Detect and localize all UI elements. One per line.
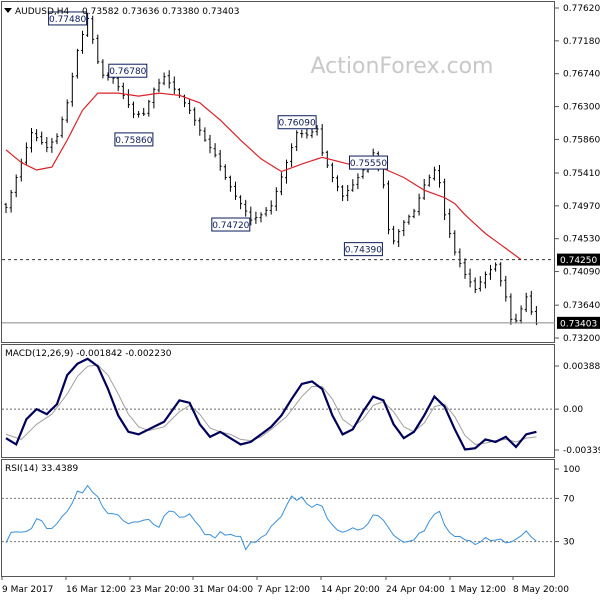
rsi-axis-label: 30 — [563, 538, 575, 548]
time-axis-label: 9 Mar 2017 — [2, 585, 53, 595]
price-axis-label: 0.74090 — [563, 268, 600, 278]
level-annotation: 0.77480 — [48, 11, 88, 26]
price-axis-label: 0.73200 — [563, 334, 600, 344]
level-annotation-text: 0.75860 — [115, 136, 152, 146]
moving-average-line — [5, 92, 522, 261]
price-tag — [557, 316, 600, 329]
ohlc-label: 0.73582 0.73636 0.73380 0.73403 — [82, 7, 239, 17]
time-axis-label: 14 Apr 20:00 — [321, 585, 380, 595]
price-panel-frame — [1, 1, 555, 343]
level-annotation-text: 0.74720 — [212, 221, 249, 231]
level-annotation-box — [48, 11, 88, 26]
macd-signal-line — [5, 364, 537, 445]
macd-line — [5, 357, 537, 451]
level-annotation-box — [108, 63, 148, 78]
level-annotation-box — [277, 115, 317, 130]
rsi-line — [5, 484, 537, 551]
price-axis-label: 0.74970 — [563, 202, 600, 212]
price-plot: 0.77480 0.76780 0.75860 0.76090 0.74720 0.755… — [2, 11, 555, 326]
level-annotation-text: 0.76780 — [109, 67, 146, 77]
level-annotation: 0.76090 — [277, 115, 317, 130]
time-axis-label: 23 Mar 20:00 — [130, 585, 190, 595]
price-axis-label: 0.76300 — [563, 103, 600, 113]
macd-plot — [2, 357, 555, 451]
price-tag-text: 0.74250 — [560, 256, 597, 266]
rsi-plot — [2, 484, 555, 551]
price-axis-label: 0.75410 — [563, 169, 600, 179]
level-annotation-text: 0.76090 — [278, 119, 315, 129]
time-axis-label: 16 Mar 12:00 — [66, 585, 126, 595]
macd-axis-label: 0.00388 — [563, 362, 600, 372]
level-annotation-text: 0.75550 — [350, 159, 387, 169]
level-annotation-box — [114, 132, 154, 147]
time-axis-label: 1 May 12:00 — [450, 585, 506, 595]
price-axis-label: 0.77620 — [563, 4, 600, 14]
macd-panel-frame — [1, 344, 555, 458]
level-annotation: 0.76780 — [108, 63, 148, 78]
dropdown-triangle-icon — [4, 8, 12, 13]
time-axis-label: 31 Mar 04:00 — [193, 585, 253, 595]
price-axis-label: 0.76740 — [563, 70, 600, 80]
rsi-panel-frame — [1, 459, 555, 577]
price-axis-label: 0.75860 — [563, 135, 600, 145]
level-annotation: 0.74390 — [343, 242, 383, 257]
rsi-axis-label: 100 — [563, 465, 580, 475]
price-tag-text: 0.73403 — [560, 319, 597, 329]
level-annotation: 0.75860 — [114, 132, 154, 147]
time-axis-label: 8 May 20:00 — [513, 585, 569, 595]
level-annotation: 0.75550 — [349, 155, 388, 170]
level-annotation-text: 0.77480 — [49, 15, 86, 25]
axes: 0.77620 0.77180 0.76740 0.76300 0.75860 0.754… — [1, 4, 600, 595]
price-axis-label: 0.74530 — [563, 235, 600, 245]
time-axis-label: 24 Apr 04:00 — [386, 585, 445, 595]
level-annotation-box — [349, 155, 388, 170]
macd-axis-label: 0.00 — [563, 405, 583, 415]
level-annotation-text: 0.74390 — [345, 246, 382, 256]
level-annotation-box — [343, 242, 383, 257]
symbol-label: AUDUSD,H4 — [15, 7, 70, 17]
rsi-title: RSI(14) 33.4389 — [5, 464, 78, 474]
watermark: ActionForex.com — [311, 54, 494, 79]
price-axis-label: 0.77180 — [563, 37, 600, 47]
price-axis-label: 0.73640 — [563, 301, 600, 311]
macd-title: MACD(12,26,9) -0.001842 -0.002230 — [5, 349, 172, 359]
price-header: AUDUSD,H4 0.73582 0.73636 0.73380 0.7340… — [4, 7, 239, 17]
level-annotation: 0.74720 — [211, 217, 251, 232]
time-axis-label: 7 Apr 12:00 — [257, 585, 310, 595]
macd-axis-label: -0.00339 — [563, 446, 600, 456]
price-tag — [557, 253, 600, 266]
rsi-axis-label: 70 — [563, 494, 575, 504]
level-annotation-box — [211, 217, 251, 232]
